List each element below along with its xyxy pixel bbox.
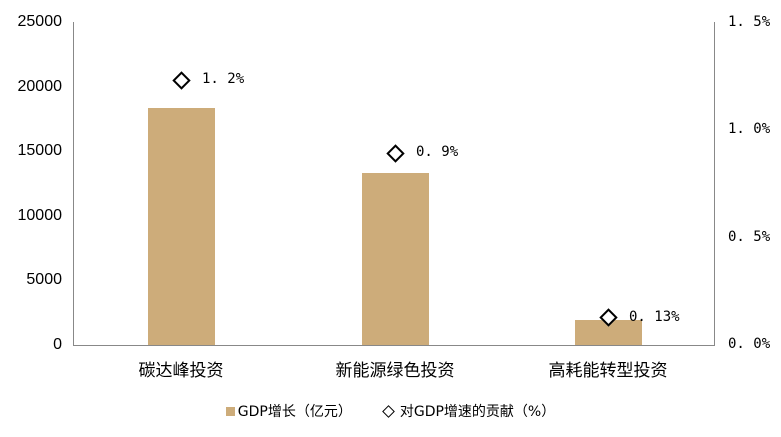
y-left-tick: 25000 <box>17 13 63 30</box>
legend-diamond-icon <box>381 404 395 418</box>
x-category-label: 高耗能转型投资 <box>548 361 668 381</box>
x-category-label: 新能源绿色投资 <box>335 361 455 381</box>
y-left-tick: 0 <box>53 336 62 353</box>
y-left-tick: 20000 <box>17 78 63 95</box>
y-right-tick: 1. 5% <box>728 14 771 30</box>
x-axis <box>73 345 715 346</box>
legend-item-marker: 对GDP增速的贡献（%） <box>381 401 556 421</box>
y-left-tick: 5000 <box>26 271 62 288</box>
y-left-tick: 10000 <box>17 207 63 224</box>
legend-label: 对GDP增速的贡献（%） <box>399 404 556 420</box>
bar-carbon-peak <box>148 108 215 345</box>
legend-label: GDP增长（亿元） <box>237 404 352 420</box>
y-right-tick: 0. 0% <box>728 336 771 352</box>
legend-square-icon <box>225 406 235 416</box>
diamond-marker-icon <box>172 71 191 90</box>
diamond-marker-icon <box>386 144 405 163</box>
y-right-tick: 1. 0% <box>728 121 771 137</box>
bar-new-energy <box>362 173 429 345</box>
data-label: 0. 13% <box>629 309 680 325</box>
data-label: 0. 9% <box>416 144 459 160</box>
x-category-label: 碳达峰投资 <box>138 361 224 381</box>
legend: GDP增长（亿元） 对GDP增速的贡献（%） <box>0 401 781 421</box>
data-label: 1. 2% <box>202 71 245 87</box>
legend-item-bar: GDP增长（亿元） <box>225 401 352 421</box>
y-axis-left <box>73 22 74 345</box>
y-axis-right <box>714 22 715 345</box>
y-left-tick: 15000 <box>17 142 63 159</box>
y-right-tick: 0. 5% <box>728 229 771 245</box>
